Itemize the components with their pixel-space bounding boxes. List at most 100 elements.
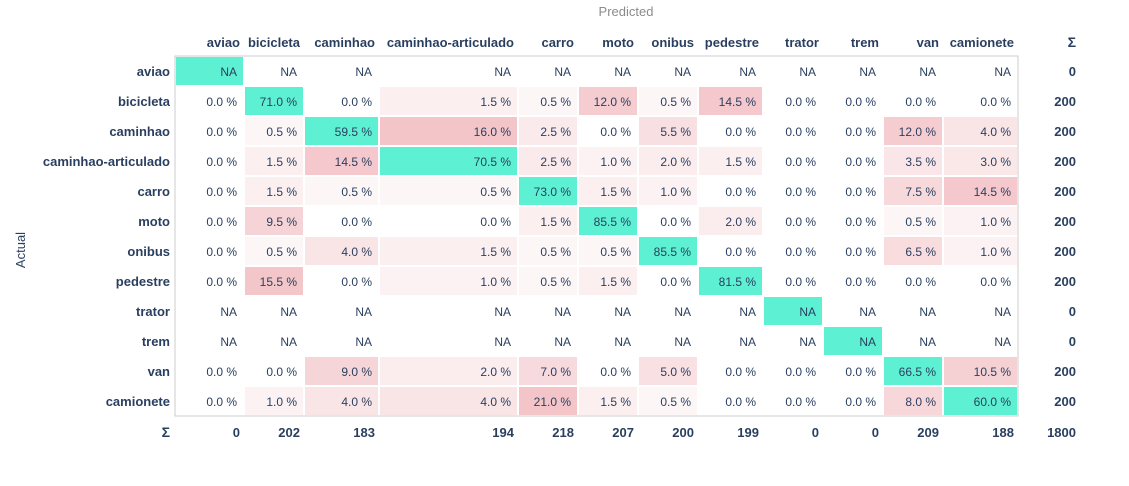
row-label: bicicleta bbox=[118, 94, 171, 109]
row-labels: aviao bicicleta caminhao caminhao-articulad… bbox=[43, 64, 171, 409]
heatmap-cell bbox=[519, 267, 577, 295]
cell-value-label: 8.0 % bbox=[905, 395, 936, 409]
heatmap-cell bbox=[944, 87, 1017, 115]
row-total: 200 bbox=[1054, 94, 1076, 109]
heatmap-cell bbox=[824, 327, 882, 355]
heatmap-cell bbox=[305, 87, 378, 115]
heatmap-cell bbox=[639, 267, 697, 295]
cell-value-label: NA bbox=[919, 305, 936, 319]
heatmap-cell bbox=[519, 387, 577, 415]
column-total: 207 bbox=[612, 425, 634, 440]
cell-value-label: 0.0 % bbox=[845, 125, 876, 139]
cell-value-label: NA bbox=[355, 65, 372, 79]
column-total: 218 bbox=[552, 425, 574, 440]
cell-value-label: 1.5 % bbox=[725, 155, 756, 169]
heatmap-cell bbox=[944, 387, 1017, 415]
heatmap-cell bbox=[579, 147, 637, 175]
cell-value-label: NA bbox=[994, 305, 1011, 319]
heatmap-cell bbox=[884, 117, 942, 145]
heatmap-cell bbox=[305, 147, 378, 175]
heatmap-cell bbox=[944, 147, 1017, 175]
heatmap-cell bbox=[380, 267, 517, 295]
cell-value-label: NA bbox=[674, 65, 691, 79]
cell-value-label: 4.0 % bbox=[980, 125, 1011, 139]
heatmap-cell bbox=[579, 87, 637, 115]
row-label: caminhao-articulado bbox=[43, 154, 170, 169]
heatmap-cell bbox=[639, 57, 697, 85]
heatmap-cell bbox=[944, 267, 1017, 295]
cell-value-label: 1.5 % bbox=[540, 215, 571, 229]
cell-value-label: NA bbox=[994, 65, 1011, 79]
cell-value-label: 1.5 % bbox=[266, 155, 297, 169]
cell-value-label: NA bbox=[674, 305, 691, 319]
cell-value-label: 5.0 % bbox=[660, 365, 691, 379]
heatmap-cell bbox=[245, 207, 303, 235]
column-label: bicicleta bbox=[248, 35, 301, 50]
cell-value-label: 0.5 % bbox=[660, 95, 691, 109]
cell-value-label: 6.5 % bbox=[905, 245, 936, 259]
grand-total: 1800 bbox=[1047, 425, 1076, 440]
cell-value-label: 0.5 % bbox=[540, 245, 571, 259]
heatmap-cell bbox=[699, 357, 762, 385]
cell-value-label: NA bbox=[280, 335, 297, 349]
heatmap-cell bbox=[699, 177, 762, 205]
heatmap-cell bbox=[699, 57, 762, 85]
heatmap-cell bbox=[639, 237, 697, 265]
column-label: trator bbox=[785, 35, 819, 50]
cell-value-label: 0.0 % bbox=[725, 125, 756, 139]
heatmap-cell bbox=[176, 177, 243, 205]
heatmap-cell bbox=[579, 327, 637, 355]
heatmap-cell bbox=[884, 207, 942, 235]
heatmap-cell bbox=[639, 117, 697, 145]
cell-value-label: 2.5 % bbox=[540, 155, 571, 169]
heatmap-cell bbox=[380, 147, 517, 175]
x-axis-title: Predicted bbox=[599, 4, 654, 19]
column-total: 0 bbox=[812, 425, 819, 440]
cell-value-label: 1.5 % bbox=[480, 95, 511, 109]
column-total: 188 bbox=[992, 425, 1014, 440]
heatmap-cell bbox=[176, 387, 243, 415]
heatmap-cell bbox=[305, 327, 378, 355]
cell-value-label: 1.5 % bbox=[480, 245, 511, 259]
column-total: 199 bbox=[737, 425, 759, 440]
cell-value-label: NA bbox=[220, 335, 237, 349]
heatmap-cell bbox=[305, 297, 378, 325]
heatmap-cell bbox=[176, 327, 243, 355]
cell-value-label: 0.0 % bbox=[600, 365, 631, 379]
heatmap-cell bbox=[764, 267, 822, 295]
cell-value-label: 0.5 % bbox=[540, 275, 571, 289]
heatmap-cell bbox=[824, 387, 882, 415]
heatmap-cell bbox=[884, 237, 942, 265]
heatmap-cell bbox=[579, 237, 637, 265]
heatmap-cell bbox=[699, 237, 762, 265]
heatmap-cell bbox=[245, 267, 303, 295]
cell-value-label: 0.0 % bbox=[206, 395, 237, 409]
cell-value-label: 0.0 % bbox=[480, 215, 511, 229]
cell-value-label: 12.0 % bbox=[899, 125, 937, 139]
row-total: 200 bbox=[1054, 124, 1076, 139]
row-total: 200 bbox=[1054, 214, 1076, 229]
cell-value-label: NA bbox=[280, 305, 297, 319]
cell-value-label: 0.0 % bbox=[206, 365, 237, 379]
heatmap-cell bbox=[176, 57, 243, 85]
cell-value-label: NA bbox=[799, 335, 816, 349]
column-label: van bbox=[917, 35, 939, 50]
heatmap-cell bbox=[176, 87, 243, 115]
heatmap-cell bbox=[699, 147, 762, 175]
cell-value-label: NA bbox=[994, 335, 1011, 349]
heatmap-cell bbox=[305, 177, 378, 205]
heatmap-cell bbox=[245, 297, 303, 325]
column-total: 200 bbox=[672, 425, 694, 440]
cell-value-label: 73.0 % bbox=[534, 185, 572, 199]
row-label: caminhao bbox=[109, 124, 170, 139]
row-label: aviao bbox=[137, 64, 170, 79]
heatmap-cell bbox=[884, 87, 942, 115]
cell-value-label: NA bbox=[859, 65, 876, 79]
row-total: 0 bbox=[1069, 304, 1076, 319]
heatmap-cell bbox=[245, 177, 303, 205]
column-total: 209 bbox=[917, 425, 939, 440]
heatmap-cell bbox=[579, 267, 637, 295]
cell-value-label: 0.5 % bbox=[480, 185, 511, 199]
heatmap-cell bbox=[764, 357, 822, 385]
y-axis-title: Actual bbox=[13, 232, 28, 268]
